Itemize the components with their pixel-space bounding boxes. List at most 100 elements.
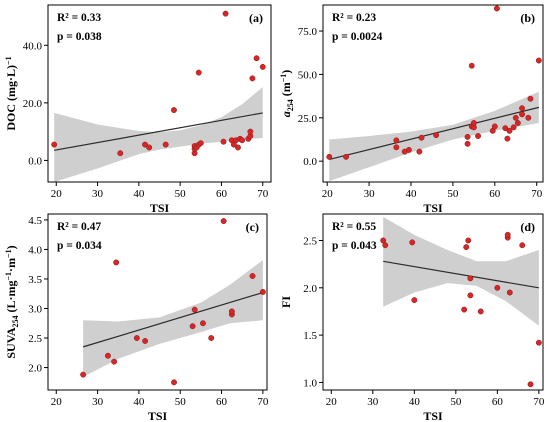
data-point	[171, 379, 177, 386]
data-point	[249, 75, 256, 82]
y-axis-label-part: SUVA	[4, 327, 18, 358]
y-axis-label-part: 254	[11, 316, 20, 328]
data-point	[80, 371, 87, 378]
y-axis-label: DOC (mg·L)−1	[4, 56, 18, 130]
regression-line	[82, 291, 264, 348]
x-tick-label: 40	[409, 396, 421, 408]
data-point	[409, 239, 416, 246]
panel-label: (b)	[520, 11, 535, 25]
y-axis-label-part: DOC (mg·L	[4, 69, 18, 131]
y-tick-label: 0.0	[28, 155, 42, 167]
y-tick-label: 1.0	[303, 377, 317, 389]
x-tick-label: 40	[406, 188, 418, 200]
x-axis-label: TSI	[148, 409, 168, 422]
x-tick-label: 30	[92, 396, 104, 408]
x-tick-label: 50	[450, 396, 462, 408]
y-tick-label: 4.5	[28, 215, 42, 227]
x-tick-label: 20	[51, 188, 63, 200]
r-squared-annotation: R² = 0.55	[332, 221, 376, 233]
data-point	[220, 218, 227, 225]
data-point	[506, 127, 513, 134]
p-value-annotation: p = 0.034	[57, 240, 102, 252]
x-tick-label: 70	[257, 188, 269, 200]
x-tick-label: 30	[92, 188, 104, 200]
data-point	[491, 123, 498, 130]
data-point	[393, 144, 400, 151]
data-point	[142, 141, 148, 148]
data-point	[506, 289, 513, 296]
confidence-band	[383, 216, 539, 326]
data-point	[142, 338, 149, 344]
data-point	[162, 141, 169, 148]
y-tick-label: 50.0	[298, 69, 318, 81]
data-point	[461, 306, 468, 313]
data-point	[467, 275, 474, 282]
panel-a: 20 30 40 50 60 70 0.0 20.0 40.0 TSI DOC (mg·L)−1 R²…	[4, 4, 272, 215]
data-point	[475, 133, 481, 139]
data-point	[171, 107, 177, 113]
y-tick-label: 75.0	[298, 26, 318, 38]
data-point	[527, 95, 534, 102]
data-point	[133, 335, 140, 341]
y-tick-label: 40.0	[23, 40, 43, 52]
y-axis-label: FI	[279, 296, 293, 308]
x-tick-label: 30	[364, 188, 376, 200]
data-point	[146, 144, 153, 151]
x-tick-label: 20	[322, 188, 334, 200]
data-point	[477, 308, 484, 315]
data-point	[433, 132, 440, 139]
data-point	[51, 141, 58, 148]
confidence-band	[54, 87, 263, 182]
data-point	[247, 128, 254, 135]
y-tick-label: 1.5	[303, 330, 317, 342]
panel-label: (d)	[520, 220, 535, 234]
data-point	[393, 137, 400, 144]
y-tick-label: 25.0	[298, 113, 318, 125]
data-point	[411, 297, 418, 304]
data-point	[191, 306, 198, 313]
data-point	[504, 231, 511, 238]
data-point	[467, 292, 474, 299]
p-value-annotation: p = 0.0024	[332, 31, 383, 43]
plot-frame	[47, 213, 268, 391]
y-tick-label: 2.0	[28, 363, 42, 375]
data-point	[493, 5, 500, 12]
plot-frame	[47, 4, 272, 183]
data-point	[470, 120, 477, 126]
panel-b: 20 30 40 50 60 70 0.0 25.0 50.0 75.0 TSI a254 (m−1)…	[279, 4, 544, 215]
data-point	[249, 273, 256, 279]
data-point	[416, 148, 423, 155]
y-axis-label-part: −1	[4, 56, 13, 65]
y-axis-label-part: (L·mg	[4, 281, 18, 316]
data-point	[519, 242, 526, 249]
data-point	[510, 124, 517, 131]
y-axis-label-part: −1	[279, 74, 288, 83]
y-tick-label: 0.0	[303, 156, 317, 168]
x-tick-label: 70	[531, 188, 543, 200]
y-tick-label: 3.0	[28, 303, 42, 315]
panel-d: 20 30 40 50 60 70 1.0 1.5 2.0 2.5 TSI FI R² = 0.55 p …	[279, 213, 545, 422]
data-point	[512, 114, 519, 121]
data-point	[343, 153, 349, 160]
data-point	[525, 114, 532, 121]
y-tick-label: 2.5	[28, 333, 42, 345]
x-axis-label: TSI	[150, 201, 170, 215]
data-point	[527, 381, 534, 388]
panel-label: (a)	[249, 11, 263, 25]
y-tick-label: 4.0	[28, 244, 42, 256]
data-point	[228, 308, 235, 315]
y-axis-label-part: FI	[279, 296, 293, 308]
data-point	[259, 289, 266, 295]
x-tick-label: 30	[367, 396, 379, 408]
data-point	[535, 57, 542, 64]
data-point	[239, 137, 246, 144]
data-point	[464, 140, 471, 147]
data-point	[222, 10, 229, 17]
data-point	[195, 69, 202, 76]
x-tick-label: 60	[216, 188, 228, 200]
y-axis-label-part: −1	[4, 249, 13, 258]
y-tick-label: 3.5	[28, 274, 42, 286]
data-point	[220, 138, 227, 145]
x-tick-label: 40	[133, 396, 145, 408]
